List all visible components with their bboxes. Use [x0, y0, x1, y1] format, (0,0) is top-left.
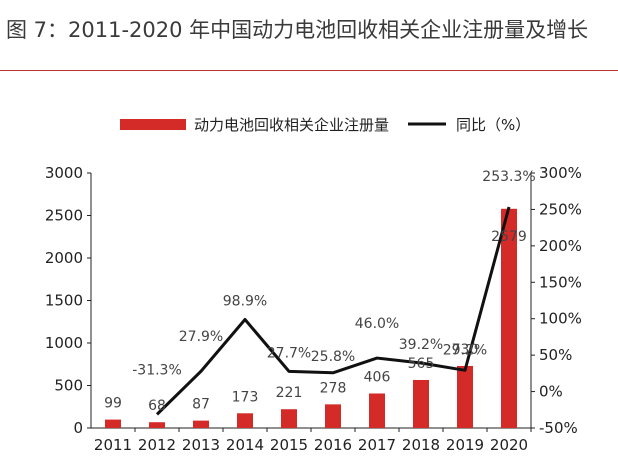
bar-value-label: 406	[364, 369, 391, 385]
y-right-tick-label: 100%	[539, 310, 582, 328]
line-value-label: 27.7%	[267, 345, 311, 361]
bar-value-label: 68	[148, 398, 166, 414]
x-tick-label: 2019	[446, 436, 484, 454]
y-right-tick-label: 250%	[539, 200, 582, 218]
bar-value-label: 278	[320, 380, 347, 396]
bar	[501, 208, 517, 428]
y-left-tick-label: 2000	[45, 249, 83, 267]
x-tick-label: 2018	[402, 436, 440, 454]
x-tick-label: 2012	[138, 436, 176, 454]
x-tick-label: 2020	[490, 436, 528, 454]
bar	[193, 420, 209, 428]
y-right-tick-label: 300%	[539, 164, 582, 182]
bar-value-label: 2579	[491, 229, 527, 245]
x-tick-label: 2016	[314, 436, 352, 454]
bar	[105, 419, 121, 428]
bar-value-label: 87	[192, 397, 210, 413]
bar-value-label: 565	[408, 356, 435, 372]
y-left-tick-label: 1000	[45, 334, 83, 352]
line-value-label: 253.3%	[482, 169, 535, 185]
chart-title: 图 7：2011-2020 年中国动力电池回收相关企业注册量及增长	[6, 18, 589, 42]
x-tick-label: 2013	[182, 436, 220, 454]
x-tick-label: 2015	[270, 436, 308, 454]
bar-value-label: 99	[104, 396, 122, 412]
line-value-label: 39.2%	[399, 337, 443, 353]
legend-bar-label: 动力电池回收相关企业注册量	[194, 116, 389, 134]
x-tick-label: 2011	[94, 436, 132, 454]
line-value-label: 98.9%	[223, 294, 267, 310]
growth-line	[155, 206, 511, 416]
y-right-tick-label: 200%	[539, 237, 582, 255]
y-left-tick-label: 2500	[45, 207, 83, 225]
x-tick-label: 2014	[226, 436, 264, 454]
y-right-tick-label: 150%	[539, 273, 582, 291]
title-divider	[0, 70, 618, 71]
bar	[413, 379, 429, 428]
bar	[237, 413, 253, 428]
bar	[457, 365, 473, 428]
bar-value-label: 730	[452, 342, 479, 358]
y-left-tick-label: 0	[73, 419, 83, 437]
bar-value-label: 221	[276, 385, 303, 401]
bar	[281, 409, 297, 428]
line-value-label: 29.2%	[443, 342, 487, 358]
legend-bar-swatch	[120, 119, 186, 130]
y-left-tick-label: 1500	[45, 292, 83, 310]
line-value-label: 27.9%	[179, 329, 223, 345]
y-right-tick-label: 50%	[539, 346, 572, 364]
y-right-tick-label: 0%	[539, 383, 563, 401]
y-right-tick-label: -50%	[539, 419, 578, 437]
bar	[149, 422, 165, 428]
bar	[369, 393, 385, 428]
bar-value-label: 173	[232, 389, 259, 405]
line-value-label: 46.0%	[355, 316, 399, 332]
line-value-label: -31.3%	[132, 362, 182, 378]
line-value-label: 25.8%	[311, 349, 355, 365]
y-left-tick-label: 3000	[45, 164, 83, 182]
y-left-tick-label: 500	[54, 377, 83, 395]
bar	[325, 404, 341, 428]
legend-line-label: 同比（%）	[456, 116, 530, 134]
x-tick-label: 2017	[358, 436, 396, 454]
